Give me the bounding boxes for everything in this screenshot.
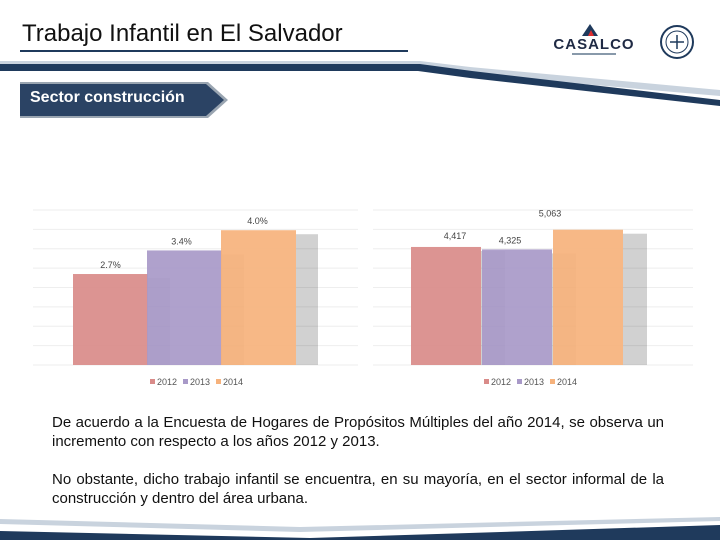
bar-shadow xyxy=(623,233,647,365)
bar-2012 xyxy=(411,246,481,365)
title-underline xyxy=(20,50,408,52)
paragraph-increase: De acuerdo a la Encuesta de Hogares de P… xyxy=(52,414,664,450)
svg-text:CASALCO: CASALCO xyxy=(553,36,634,53)
legend-swatch xyxy=(183,379,188,384)
bar-2013 xyxy=(147,250,222,365)
bar-2014 xyxy=(553,229,623,365)
legend-entry: 2012 xyxy=(157,377,177,387)
legend-swatch xyxy=(484,379,489,384)
data-label: 2.7% xyxy=(100,260,121,270)
legend-swatch xyxy=(550,379,555,384)
data-label: 5,063 xyxy=(539,209,562,219)
bar-shadow xyxy=(296,234,318,365)
data-label: 4.0% xyxy=(247,216,268,226)
data-label: 3.4% xyxy=(171,236,192,246)
paragraph-informal: No obstante, dicho trabajo infantil se e… xyxy=(52,471,664,507)
legend-swatch xyxy=(517,379,522,384)
footer-band xyxy=(0,517,720,540)
legend-entry: 2014 xyxy=(557,377,577,387)
chart-percent: 2.7% 3.4% 4.0% 2012 2013 2014 xyxy=(33,209,358,387)
section-tag xyxy=(20,82,228,118)
bar-2012 xyxy=(73,274,148,365)
header-band xyxy=(0,61,720,106)
oit-logo xyxy=(660,25,694,59)
chart-count: 4,417 4,325 5,063 2012 2013 2014 xyxy=(373,209,693,387)
legend-entry: 2012 xyxy=(491,377,511,387)
legend-swatch xyxy=(150,379,155,384)
legend-entry: 2014 xyxy=(223,377,243,387)
legend-entry: 2013 xyxy=(190,377,210,387)
casalco-logo: CASALCO xyxy=(553,24,634,55)
bar-2013 xyxy=(482,249,552,365)
legend-entry: 2013 xyxy=(524,377,544,387)
section-label: Sector construcción xyxy=(30,89,185,106)
legend-swatch xyxy=(216,379,221,384)
data-label: 4,325 xyxy=(499,235,522,245)
data-label: 4,417 xyxy=(444,231,467,241)
bar-2014 xyxy=(221,230,296,365)
page-title: Trabajo Infantil en El Salvador xyxy=(22,20,343,47)
